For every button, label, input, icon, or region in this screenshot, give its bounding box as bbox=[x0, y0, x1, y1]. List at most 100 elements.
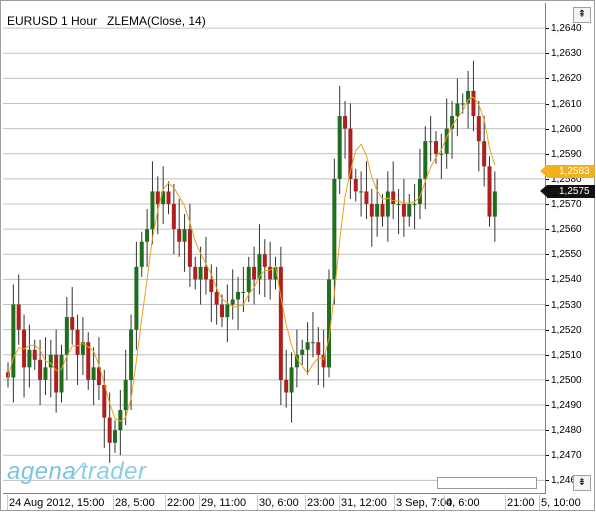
candle-body bbox=[289, 367, 294, 393]
candle-body bbox=[193, 266, 198, 280]
zlema-line bbox=[7, 96, 496, 422]
candle-body bbox=[487, 166, 492, 217]
candle-body bbox=[236, 291, 241, 300]
candle-body bbox=[161, 191, 166, 205]
agenatrader-logo: agena∕trader bbox=[7, 458, 147, 485]
candle-body bbox=[460, 103, 465, 105]
price-tick-mark bbox=[546, 254, 549, 256]
price-tick-label: 1,2460 bbox=[551, 475, 582, 487]
price-tick-mark bbox=[546, 329, 549, 331]
time-separator bbox=[257, 495, 258, 510]
time-tick-label: 28, 5:00 bbox=[115, 497, 155, 509]
candle-body bbox=[182, 229, 187, 242]
time-tick-label: 5, 10:00 bbox=[541, 497, 581, 509]
price-tick-mark bbox=[546, 229, 549, 231]
candle-body bbox=[284, 379, 289, 393]
candle-body bbox=[305, 342, 310, 350]
time-tick-label: 29, 11:00 bbox=[201, 497, 247, 509]
candle-body bbox=[380, 204, 385, 217]
candle-body bbox=[369, 204, 374, 217]
price-tick-mark bbox=[546, 178, 549, 180]
candle-body bbox=[43, 367, 48, 380]
candle-body bbox=[16, 304, 21, 330]
scroll-up-button[interactable]: ⇞ bbox=[573, 7, 591, 23]
price-tick-label: 1,2580 bbox=[551, 173, 582, 185]
candle-body bbox=[123, 379, 128, 411]
candle-body bbox=[450, 116, 455, 129]
time-tick-label: 4, 6:00 bbox=[446, 497, 480, 509]
price-tick-label: 1,2620 bbox=[551, 73, 582, 85]
candle-body bbox=[209, 279, 214, 292]
time-tick-label: 3 Sep, 7:00 bbox=[396, 497, 453, 509]
candle-body bbox=[407, 204, 412, 217]
price-tick-label: 1,2630 bbox=[551, 48, 582, 60]
candle-body bbox=[241, 291, 246, 293]
candle-body bbox=[428, 141, 433, 143]
price-tick-mark bbox=[546, 78, 549, 80]
candle-body bbox=[252, 266, 257, 280]
candle-body bbox=[91, 367, 96, 380]
candle-body bbox=[70, 317, 75, 330]
candle-body bbox=[54, 354, 59, 393]
candle-body bbox=[145, 229, 150, 242]
price-tick-mark bbox=[546, 28, 549, 30]
time-separator bbox=[394, 495, 395, 510]
candle-body bbox=[359, 191, 364, 193]
candle-body bbox=[278, 266, 283, 380]
candle-body bbox=[246, 266, 251, 292]
candle-body bbox=[348, 128, 353, 179]
price-tick-mark bbox=[546, 354, 549, 356]
scroll-down-button[interactable]: ⇟ bbox=[573, 475, 591, 491]
chart-scrollbar[interactable] bbox=[437, 477, 537, 489]
candle-body bbox=[471, 90, 476, 117]
price-tick-mark bbox=[546, 279, 549, 281]
price-tick-label: 1,2470 bbox=[551, 450, 582, 462]
candle-body bbox=[187, 229, 192, 267]
candle-body bbox=[11, 304, 16, 378]
candle-body bbox=[482, 141, 487, 167]
candle-body bbox=[273, 266, 278, 280]
candle-body bbox=[86, 342, 91, 380]
candle-body bbox=[476, 116, 481, 142]
time-separator bbox=[7, 495, 8, 510]
price-tick-label: 1,2590 bbox=[551, 148, 582, 160]
price-tick-mark bbox=[546, 128, 549, 130]
candle-body bbox=[492, 191, 497, 217]
candle-body bbox=[203, 266, 208, 280]
candle-body bbox=[375, 204, 380, 217]
price-tick-label: 1,2520 bbox=[551, 324, 582, 336]
price-tick-mark bbox=[546, 103, 549, 105]
candle-body bbox=[6, 372, 10, 378]
candle-body bbox=[401, 204, 406, 217]
price-tick-label: 1,2570 bbox=[551, 199, 582, 211]
candle-body bbox=[230, 299, 235, 305]
time-axis[interactable]: 24 Aug 2012, 15:00 28, 5:00 22:00 29, 11:00… bbox=[3, 495, 581, 511]
candle-body bbox=[434, 141, 438, 154]
price-tick-mark bbox=[546, 480, 549, 482]
candle-body bbox=[107, 417, 112, 443]
candle-body bbox=[327, 279, 331, 368]
candle-body bbox=[80, 342, 85, 355]
candle-body bbox=[220, 304, 224, 318]
candle-body bbox=[412, 204, 417, 206]
candle-body bbox=[294, 354, 299, 368]
zlema-value-tag: 1,2583 bbox=[540, 165, 595, 178]
price-tick-mark bbox=[546, 204, 549, 206]
candle-body bbox=[75, 329, 80, 355]
candle-body bbox=[32, 349, 37, 360]
price-tick-mark bbox=[546, 405, 549, 407]
candle-body bbox=[113, 430, 117, 443]
time-separator bbox=[305, 495, 306, 510]
candle-body bbox=[155, 191, 160, 205]
price-axis[interactable]: 1,2640 1,2630 1,2620 1,2610 1,2600 1,2590 1,25… bbox=[546, 3, 594, 493]
chart-plot-area[interactable] bbox=[3, 3, 546, 494]
price-chart[interactable] bbox=[3, 3, 545, 493]
price-tick-label: 1,2510 bbox=[551, 349, 582, 361]
time-separator bbox=[339, 495, 340, 510]
time-tick-label: 23:00 bbox=[307, 497, 335, 509]
candle-body bbox=[391, 191, 396, 205]
candle-body bbox=[96, 367, 101, 385]
candle-body bbox=[300, 349, 305, 355]
candle-body bbox=[64, 317, 69, 355]
